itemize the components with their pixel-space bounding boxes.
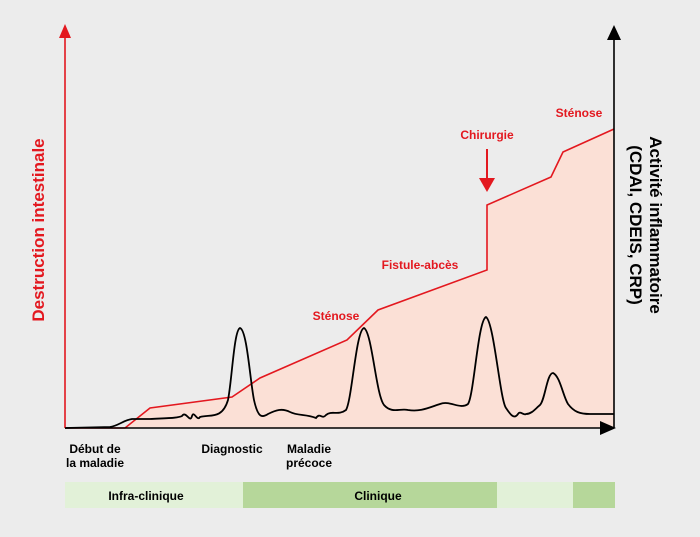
timeline-debut-line2: la maladie [66,456,124,470]
phase-infra-clinique [65,482,243,508]
phase-remission [497,482,573,508]
destruction-area [65,129,614,428]
right-axis-arrowhead [607,25,621,40]
left-axis-label: Destruction intestinale [29,138,48,321]
timeline-diagnostic: Diagnostic [201,442,263,456]
right-axis-label-line1: Activité inflammatoire [646,136,665,314]
activity-curve [64,315,614,429]
event-chirurgie: Chirurgie [460,128,514,142]
event-stenose-2: Sténose [556,106,603,120]
phase-clinique-label: Clinique [354,489,402,503]
timeline-maladie-line1: Maladie [287,442,331,456]
event-fistule: Fistule-abcès [382,258,459,272]
event-stenose-1: Sténose [313,309,360,323]
chirurgie-arrow-icon [479,178,495,192]
left-axis-arrowhead [59,24,71,38]
time-axis-arrowhead [600,421,616,435]
destruction-line [65,128,615,429]
phase-infra-label: Infra-clinique [108,489,184,503]
phase-clinique [243,482,497,508]
timeline-debut-line1: Début de [69,442,121,456]
timeline-maladie-line2: précoce [286,456,332,470]
right-axis-label-line2: (CDAI, CDEIS, CRP) [626,145,645,305]
phase-clinique-2 [573,482,615,508]
